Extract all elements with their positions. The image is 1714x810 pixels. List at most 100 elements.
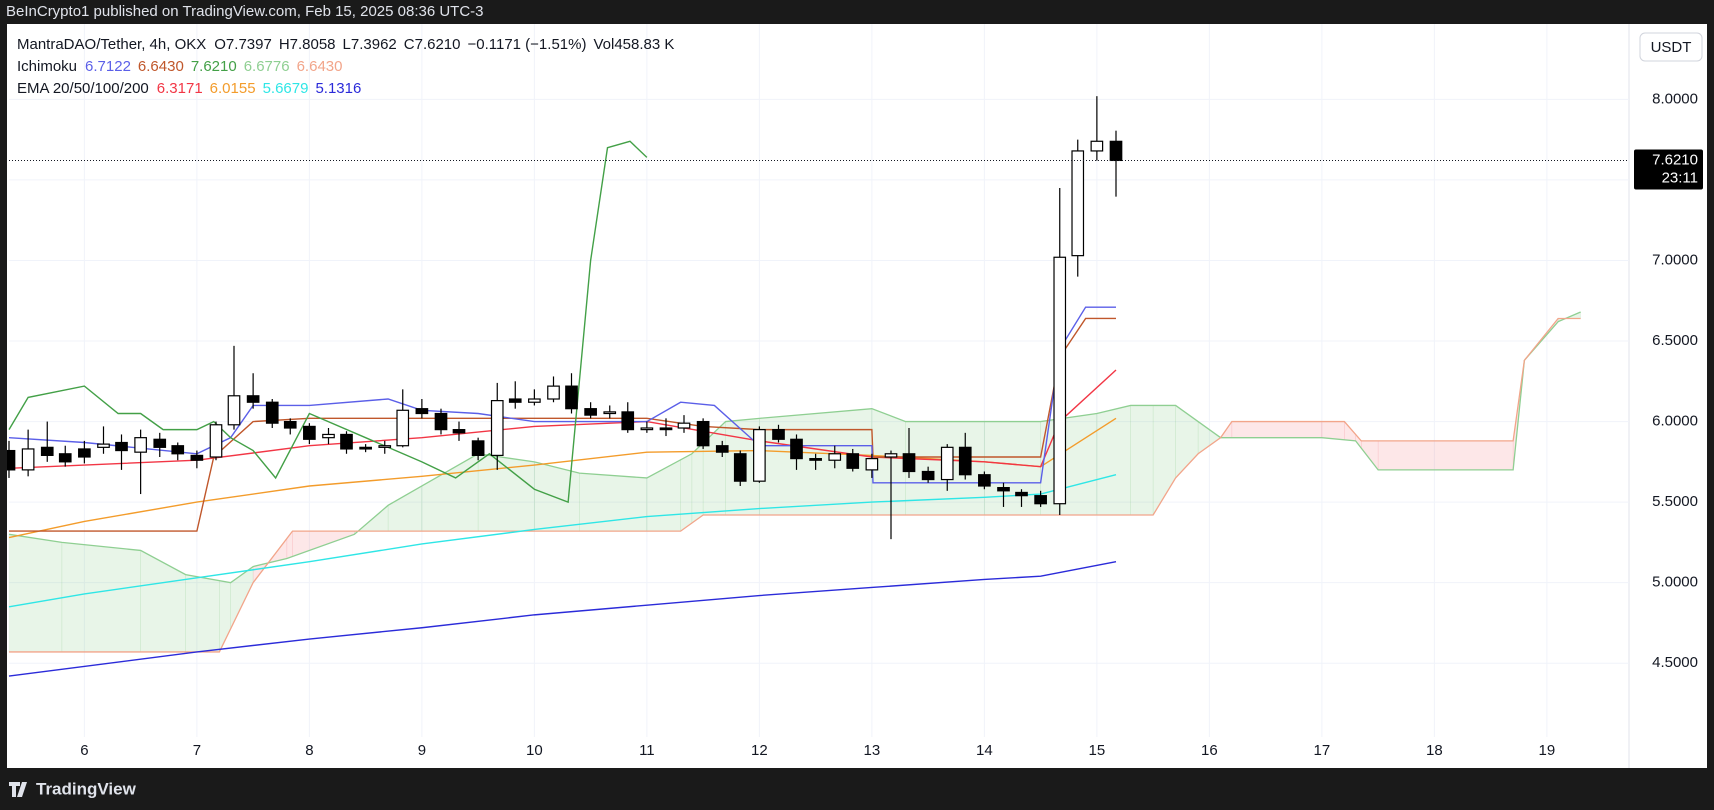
currency-button[interactable] [1639, 32, 1703, 62]
candle-body [378, 445, 392, 448]
candle-body [584, 408, 597, 416]
legend-value: Vol458.83 K [593, 36, 674, 53]
candle-body [490, 400, 504, 456]
price-label-box [1634, 149, 1703, 190]
legend-value: 6.6776 [244, 58, 290, 75]
leading-span-a [8, 311, 1581, 584]
candle-body [547, 385, 560, 400]
candle-body [190, 454, 204, 461]
y-tick-label: 5.0000 [1652, 574, 1698, 591]
legend-value: −0.1171 (−1.51%) [467, 36, 586, 53]
candle-body [865, 458, 879, 471]
candle-body [603, 411, 617, 415]
candle-body [134, 437, 147, 453]
candle-body [565, 385, 578, 410]
candle-body [452, 429, 466, 434]
candle-body [809, 458, 822, 461]
candle-body [340, 433, 353, 450]
cloud-fill [1231, 421, 1323, 438]
candle-body [753, 429, 766, 482]
candle-body [772, 429, 785, 440]
candle-body [471, 440, 485, 456]
legend-value: 6.6430 [297, 58, 343, 75]
candle-body [1090, 140, 1104, 152]
candle-body [940, 446, 954, 481]
x-tick-label: 15 [1089, 742, 1106, 759]
legend-value: 5.6679 [263, 80, 309, 97]
candle-body [508, 398, 522, 403]
candle-body [78, 448, 91, 458]
candle-body [997, 487, 1010, 492]
x-tick-label: 13 [864, 742, 881, 759]
legend-value: H7.8058 [279, 36, 336, 53]
y-tick-label: 6.0000 [1652, 413, 1698, 430]
logo-icon [9, 782, 27, 797]
candle-body [1109, 140, 1123, 162]
y-tick-label: 4.5000 [1652, 654, 1698, 671]
candle-body [434, 412, 448, 431]
indicator-line [8, 561, 1117, 677]
candle-body [153, 438, 167, 448]
candle-body [790, 438, 803, 460]
price-label: 7.6210 [1652, 151, 1698, 168]
cloud-fill [1377, 440, 1514, 471]
candle-body [21, 448, 35, 471]
legend-title: MantraDAO/Tether, 4h, OKX [17, 36, 206, 53]
cloud-fill [185, 574, 220, 653]
candle-body [58, 453, 72, 463]
y-tick-label: 6.5000 [1652, 332, 1698, 349]
candle-body [359, 446, 372, 450]
candle-body [115, 441, 128, 452]
legend-value: 6.3171 [157, 80, 203, 97]
x-tick-label: 6 [80, 742, 88, 759]
cloud-fill [61, 542, 141, 653]
cloud-fill [1321, 421, 1345, 441]
cloud-fill [691, 442, 704, 524]
cloud-fill [8, 534, 63, 653]
x-tick-label: 9 [418, 742, 426, 759]
x-tick-label: 18 [1426, 742, 1443, 759]
legend-value: L7.3962 [343, 36, 397, 53]
candle-body [1071, 150, 1085, 257]
cloud-fill [680, 453, 693, 532]
publish-header: BeInCrypto1 published on TradingView.com… [6, 3, 484, 20]
candle-body [715, 445, 729, 453]
candle-body [696, 420, 710, 447]
candle-body [40, 446, 54, 456]
candle-body [846, 453, 860, 469]
footer-brand: TradingView [36, 779, 137, 798]
legend-value: C7.6210 [404, 36, 461, 53]
countdown-label: 23:11 [1662, 169, 1698, 186]
candle-body [303, 425, 316, 440]
y-tick-label: 8.0000 [1652, 90, 1698, 107]
candle-body [97, 443, 110, 448]
candle-body [958, 446, 972, 476]
candle-body [415, 408, 429, 415]
candle-body [884, 453, 898, 458]
legend-row: Ichimoku 6.7122 6.6430 7.6210 6.6776 6.6430 [17, 58, 342, 75]
currency-label[interactable]: USDT [1651, 39, 1692, 56]
legend-row: MantraDAO/Tether, 4h, OKX O7.7397 H7.8058 L… [17, 36, 674, 53]
candle-body [7, 449, 16, 471]
legend-value: 6.0155 [210, 80, 256, 97]
x-tick-label: 19 [1539, 742, 1556, 759]
chart-pane [7, 24, 1707, 768]
candle-body [528, 398, 541, 403]
candle-body [171, 445, 185, 455]
legend-value: 6.7122 [85, 58, 131, 75]
candle-body [659, 427, 673, 431]
legend-title: EMA 20/50/100/200 [17, 80, 149, 97]
legend-value: O7.7397 [214, 36, 272, 53]
candle-body [640, 427, 654, 431]
leading-span-b [9, 317, 1581, 653]
x-tick-label: 11 [639, 742, 655, 759]
candle-body [921, 470, 935, 481]
candle-body [902, 453, 916, 473]
plot-area [7, 24, 1629, 737]
candle-body [677, 422, 691, 429]
x-tick-label: 17 [1314, 742, 1331, 759]
candle-body [1053, 256, 1067, 505]
candle-body [396, 409, 410, 447]
footer-logo [9, 782, 27, 797]
candle-body [621, 411, 635, 431]
